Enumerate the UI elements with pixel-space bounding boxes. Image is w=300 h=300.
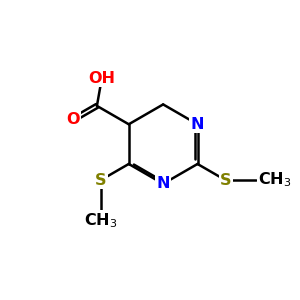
Text: S: S: [95, 172, 106, 188]
Text: CH$_3$: CH$_3$: [84, 211, 117, 230]
Text: O: O: [66, 112, 80, 128]
Text: N: N: [156, 176, 170, 191]
Text: N: N: [191, 117, 204, 132]
Text: OH: OH: [88, 71, 115, 86]
Text: CH$_3$: CH$_3$: [258, 171, 291, 190]
Text: S: S: [220, 172, 231, 188]
